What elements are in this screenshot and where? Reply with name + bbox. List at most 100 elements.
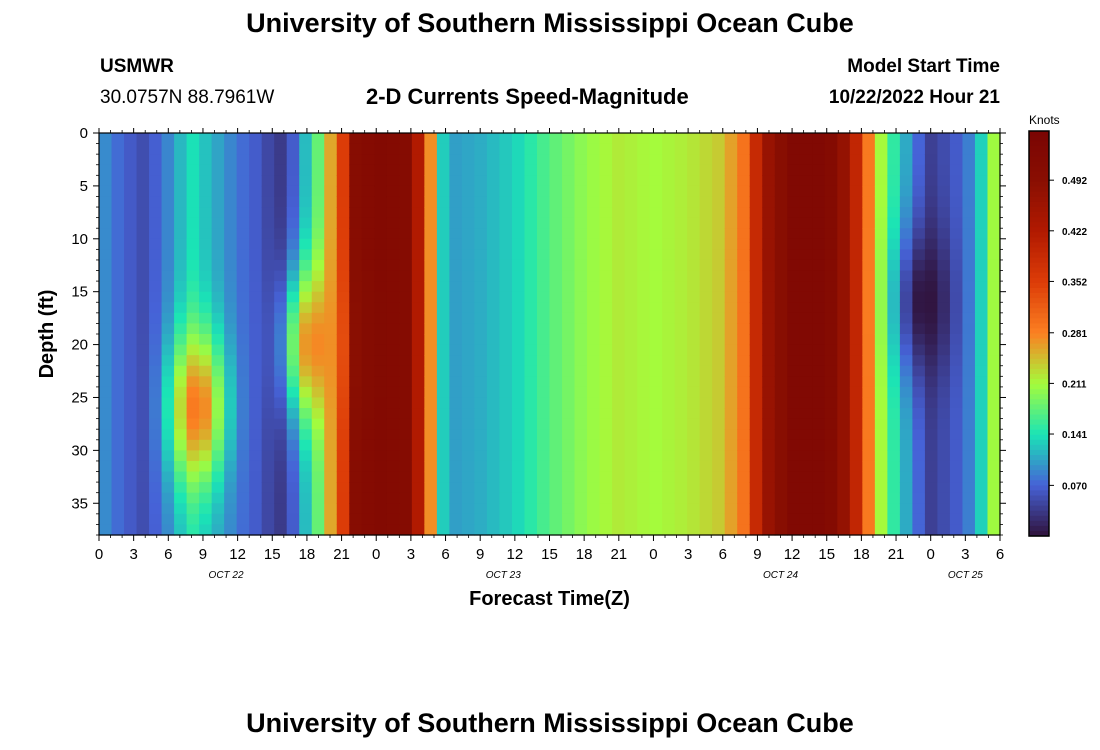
heatmap-cell — [599, 133, 613, 145]
heatmap-cell — [849, 334, 863, 346]
heatmap-cell — [899, 323, 913, 335]
heatmap-cell — [737, 524, 751, 536]
heatmap-cell — [161, 418, 175, 430]
heatmap-cell — [699, 238, 713, 250]
heatmap-cell — [987, 238, 1001, 250]
heatmap-cell — [912, 429, 926, 441]
heatmap-cell — [186, 503, 200, 515]
heatmap-cell — [599, 408, 613, 420]
heatmap-cell — [712, 217, 726, 229]
heatmap-cell — [924, 291, 939, 303]
heatmap-cell — [486, 312, 501, 325]
heatmap-cell — [186, 312, 200, 325]
heatmap-cell — [286, 492, 300, 504]
heatmap-cell — [787, 133, 801, 145]
heatmap-cell — [762, 175, 776, 187]
heatmap-cell — [411, 133, 425, 145]
heatmap-cell — [199, 207, 213, 219]
heatmap-cell — [987, 185, 1001, 198]
heatmap-cell — [374, 524, 388, 536]
heatmap-cell — [486, 143, 501, 155]
heatmap-cell — [962, 471, 976, 483]
heatmap-cell — [386, 418, 400, 430]
heatmap-cell — [311, 228, 325, 240]
heatmap-cell — [249, 503, 263, 515]
heatmap-cell — [249, 482, 263, 494]
heatmap-cell — [787, 270, 801, 282]
heatmap-cell — [499, 249, 513, 261]
heatmap-cell — [962, 524, 976, 536]
heatmap-cell — [849, 207, 863, 219]
heatmap-cell — [862, 196, 876, 208]
heatmap-cell — [637, 133, 651, 145]
heatmap-cell — [449, 450, 463, 462]
heatmap-cell — [524, 291, 538, 303]
heatmap-cell — [211, 164, 225, 176]
heatmap-cell — [862, 397, 876, 409]
heatmap-cell — [912, 228, 926, 240]
heatmap-cell — [799, 164, 813, 176]
heatmap-cell — [787, 334, 801, 346]
heatmap-cell — [849, 524, 863, 536]
heatmap-cell — [161, 460, 175, 473]
heatmap-cell — [812, 439, 826, 451]
heatmap-cell — [286, 460, 300, 473]
heatmap-cell — [186, 259, 200, 272]
heatmap-cell — [837, 228, 851, 240]
heatmap-cell — [962, 281, 976, 293]
heatmap-cell — [224, 154, 238, 166]
heatmap-cell — [274, 471, 288, 483]
heatmap-cell — [236, 302, 250, 314]
heatmap-cell — [637, 355, 651, 367]
heatmap-cell — [887, 471, 901, 483]
heatmap-cell — [299, 133, 313, 145]
heatmap-cell — [849, 460, 863, 473]
heatmap-cell — [749, 355, 763, 367]
heatmap-cell — [536, 376, 551, 388]
heatmap-cell — [787, 408, 801, 420]
heatmap-cell — [199, 238, 213, 250]
heatmap-cell — [424, 460, 438, 473]
heatmap-cell — [461, 175, 476, 187]
heatmap-cell — [912, 471, 926, 483]
heatmap-cell — [637, 503, 651, 515]
heatmap-cell — [649, 164, 663, 176]
heatmap-cell — [124, 164, 138, 176]
heatmap-cell — [949, 334, 964, 346]
heatmap-cell — [862, 133, 876, 145]
heatmap-cell — [862, 207, 876, 219]
heatmap-cell — [324, 334, 338, 346]
heatmap-cell — [712, 207, 726, 219]
heatmap-cell — [799, 524, 813, 536]
heatmap-cell — [449, 471, 463, 483]
colorbar-segment — [1029, 186, 1049, 193]
heatmap-cell — [461, 524, 476, 536]
heatmap-cell — [549, 143, 563, 155]
heatmap-cell — [274, 323, 288, 335]
heatmap-cell — [161, 513, 175, 526]
heatmap-cell — [536, 196, 551, 208]
heatmap-cell — [949, 175, 964, 187]
colorbar-segment — [1029, 237, 1049, 243]
heatmap-cell — [837, 334, 851, 346]
heatmap-cell — [674, 281, 688, 293]
heatmap-cell — [461, 429, 476, 441]
heatmap-cell — [712, 450, 726, 462]
heatmap-cell — [274, 291, 288, 303]
heatmap-cell — [99, 270, 113, 282]
heatmap-cell — [749, 175, 763, 187]
heatmap-cell — [849, 503, 863, 515]
heatmap-cell — [562, 439, 576, 451]
heatmap-cell — [386, 492, 400, 504]
heatmap-cell — [724, 207, 738, 219]
heatmap-cell — [599, 238, 613, 250]
heatmap-cell — [549, 408, 563, 420]
heatmap-cell — [524, 302, 538, 314]
heatmap-cell — [186, 450, 200, 462]
heatmap-cell — [111, 291, 125, 303]
heatmap-cell — [336, 429, 350, 441]
heatmap-cell — [812, 154, 826, 166]
heatmap-cell — [149, 492, 163, 504]
heatmap-cell — [912, 460, 926, 473]
heatmap-cell — [111, 175, 125, 187]
